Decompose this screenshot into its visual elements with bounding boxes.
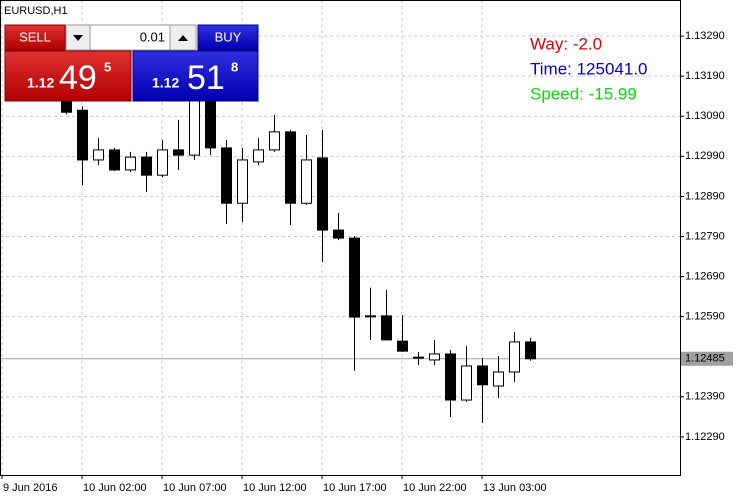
candle-body <box>381 315 392 341</box>
candle-body <box>109 149 120 171</box>
y-tick-label: 1.13090 <box>685 110 725 122</box>
candle-body <box>77 109 88 161</box>
lot-down-arrow <box>73 35 83 41</box>
bid-main[interactable]: 49 <box>59 59 97 97</box>
candle-body <box>237 159 248 204</box>
y-tick-label: 1.12290 <box>685 431 725 443</box>
candle-body <box>509 341 520 373</box>
candle-body <box>413 356 424 359</box>
price-label-box <box>681 351 733 366</box>
chart-title: EURUSD,H1 <box>4 5 68 17</box>
y-tick-label: 1.13190 <box>685 70 725 82</box>
x-tick-label: 9 Jun 2016 <box>3 482 57 494</box>
y-tick-label: 1.12890 <box>685 190 725 202</box>
candle-body <box>141 156 152 176</box>
candle-body <box>477 365 488 386</box>
trade-panel: SELL 0.01 BUY 1.12 49 5 1.12 51 8 <box>4 24 259 102</box>
ask-main[interactable]: 51 <box>187 59 225 97</box>
x-tick-label: 10 Jun 17:00 <box>323 482 387 494</box>
lot-up-arrow <box>178 35 188 41</box>
sell-label[interactable]: SELL <box>19 29 51 44</box>
y-tick-label: 1.12790 <box>685 230 725 242</box>
lot-input[interactable] <box>89 24 171 51</box>
candle-body <box>253 149 264 163</box>
buy-button[interactable] <box>197 24 259 51</box>
x-tick-label: 13 Jun 03:00 <box>483 482 547 494</box>
candle-body <box>61 99 72 113</box>
x-tick-label: 10 Jun 12:00 <box>243 482 307 494</box>
y-tick-label: 1.12990 <box>685 150 725 162</box>
plot-frame <box>0 0 681 476</box>
candle-body <box>445 353 456 401</box>
y-tick-label: 1.13290 <box>685 30 725 42</box>
candle-body <box>317 157 328 231</box>
candle-body <box>333 229 344 239</box>
candle-body <box>349 237 360 318</box>
candle-body <box>173 149 184 156</box>
candle-body <box>429 353 440 361</box>
indicator-label: Time: 125041.0 <box>530 59 648 78</box>
candle-body <box>461 365 472 401</box>
y-tick-label: 1.12690 <box>685 270 725 282</box>
sell-button[interactable] <box>4 24 66 51</box>
candle-body <box>189 99 200 156</box>
candle-body <box>525 341 536 360</box>
ask-big[interactable]: 1.12 <box>152 75 179 91</box>
indicator-label: Way: -2.0 <box>530 34 602 53</box>
plot-area <box>0 0 680 475</box>
candle-body <box>157 149 168 176</box>
indicator-label: Speed: -15.99 <box>530 84 637 103</box>
buy-price-box[interactable] <box>132 50 259 102</box>
candle-body <box>285 131 296 204</box>
price-label: 1.12485 <box>685 353 725 365</box>
lot-value[interactable]: 0.01 <box>140 29 165 44</box>
x-tick-label: 10 Jun 22:00 <box>403 482 467 494</box>
bid-big[interactable]: 1.12 <box>27 75 54 91</box>
candle-body <box>221 147 232 204</box>
candle-body <box>397 340 408 352</box>
candle-body <box>365 315 376 318</box>
ask-small[interactable]: 8 <box>231 59 238 74</box>
indicator-labels: Way: -2.0 Time: 125041.0 Speed: -15.99 <box>530 34 648 103</box>
candle-body <box>93 149 104 161</box>
candle-body <box>493 371 504 387</box>
y-tick-label: 1.12590 <box>685 311 725 323</box>
candle-body <box>301 159 312 204</box>
x-tick-label: 10 Jun 07:00 <box>163 482 227 494</box>
x-tick-label: 10 Jun 02:00 <box>83 482 147 494</box>
buy-label[interactable]: BUY <box>215 29 242 44</box>
sell-price-box[interactable] <box>4 50 132 102</box>
candle-body <box>269 131 280 151</box>
bid-small[interactable]: 5 <box>104 59 111 74</box>
candle-body <box>205 99 216 149</box>
candle-body <box>125 156 136 171</box>
y-tick-label: 1.12390 <box>685 391 725 403</box>
